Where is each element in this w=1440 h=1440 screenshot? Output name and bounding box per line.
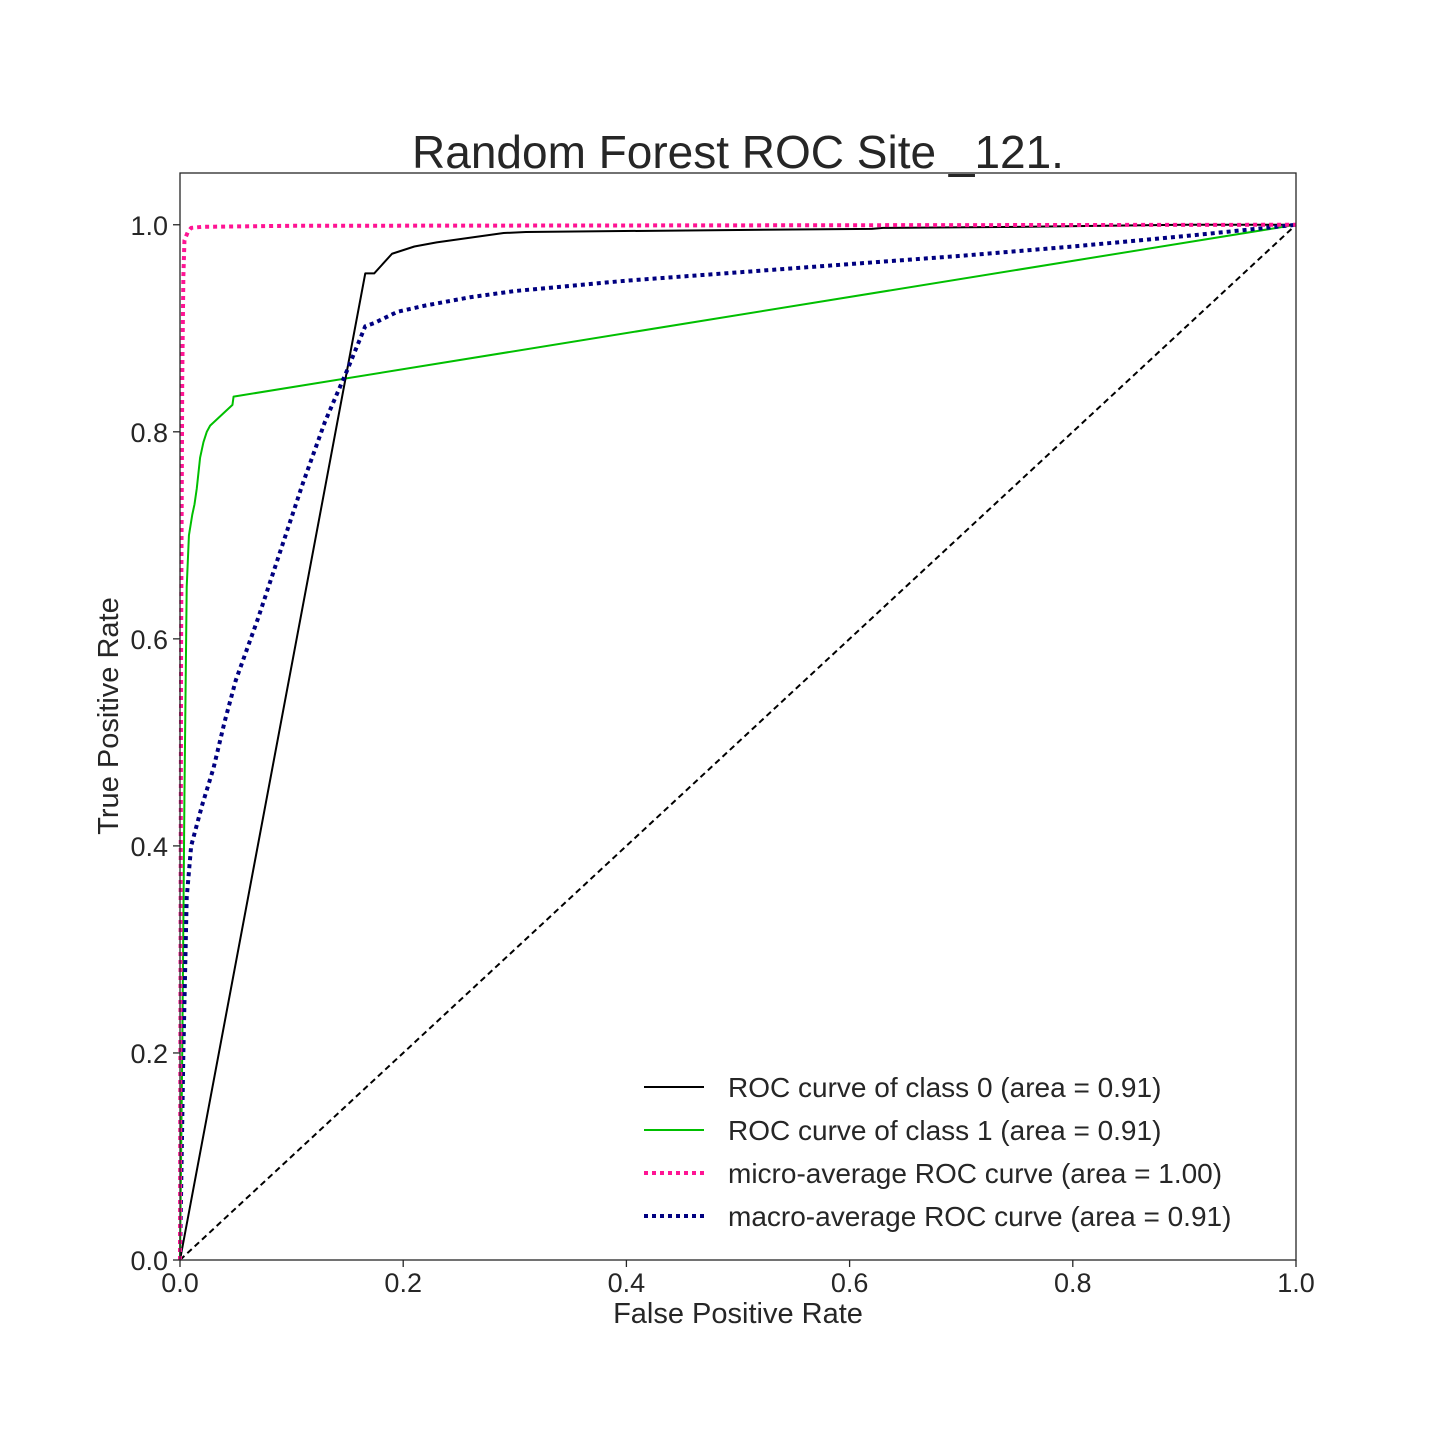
y-axis-label: True Positive Rate [93, 597, 125, 834]
legend-label-2: micro-average ROC curve (area = 1.00) [728, 1158, 1222, 1189]
x-tick-label: 1.0 [1277, 1268, 1315, 1298]
legend-label-1: ROC curve of class 1 (area = 0.91) [728, 1115, 1161, 1146]
series-line-3 [178, 222, 1297, 1261]
plot-area [180, 173, 1296, 1260]
ticks-layer: 0.0 0.2 0.4 0.6 0.8 1.0 0.0 0.2 0.4 0.6 0.8 1.0 [130, 211, 1314, 1298]
legend-label-0: ROC curve of class 0 (area = 0.91) [728, 1072, 1161, 1103]
x-tick-label: 0.4 [608, 1268, 646, 1298]
series-line-2 [178, 222, 1297, 1261]
plot-frame [179, 172, 1297, 1261]
legend: ROC curve of class 0 (area = 0.91) ROC cu… [644, 1072, 1231, 1232]
legend-label-3: macro-average ROC curve (area = 0.91) [728, 1201, 1231, 1232]
x-tick-label: 0.8 [1054, 1268, 1092, 1298]
x-tick-label: 0.2 [384, 1268, 422, 1298]
x-axis-label: False Positive Rate [613, 1298, 863, 1330]
chance-reference-line [179, 224, 1297, 1261]
series-line-0 [179, 223, 1296, 1261]
y-tick-label: 1.0 [130, 211, 168, 241]
chart-title: Random Forest ROC Site _121. [412, 126, 1064, 178]
y-tick-label: 0.8 [130, 418, 168, 448]
x-tick-label: 0.0 [161, 1268, 199, 1298]
series-line-1 [179, 223, 1297, 1261]
y-tick-label: 0.4 [130, 832, 168, 862]
y-tick-label: 0.0 [130, 1246, 168, 1276]
curves-layer [178, 222, 1297, 1261]
x-tick-label: 0.6 [831, 1268, 869, 1298]
y-tick-label: 0.6 [130, 625, 168, 655]
y-tick-label: 0.2 [130, 1039, 168, 1069]
